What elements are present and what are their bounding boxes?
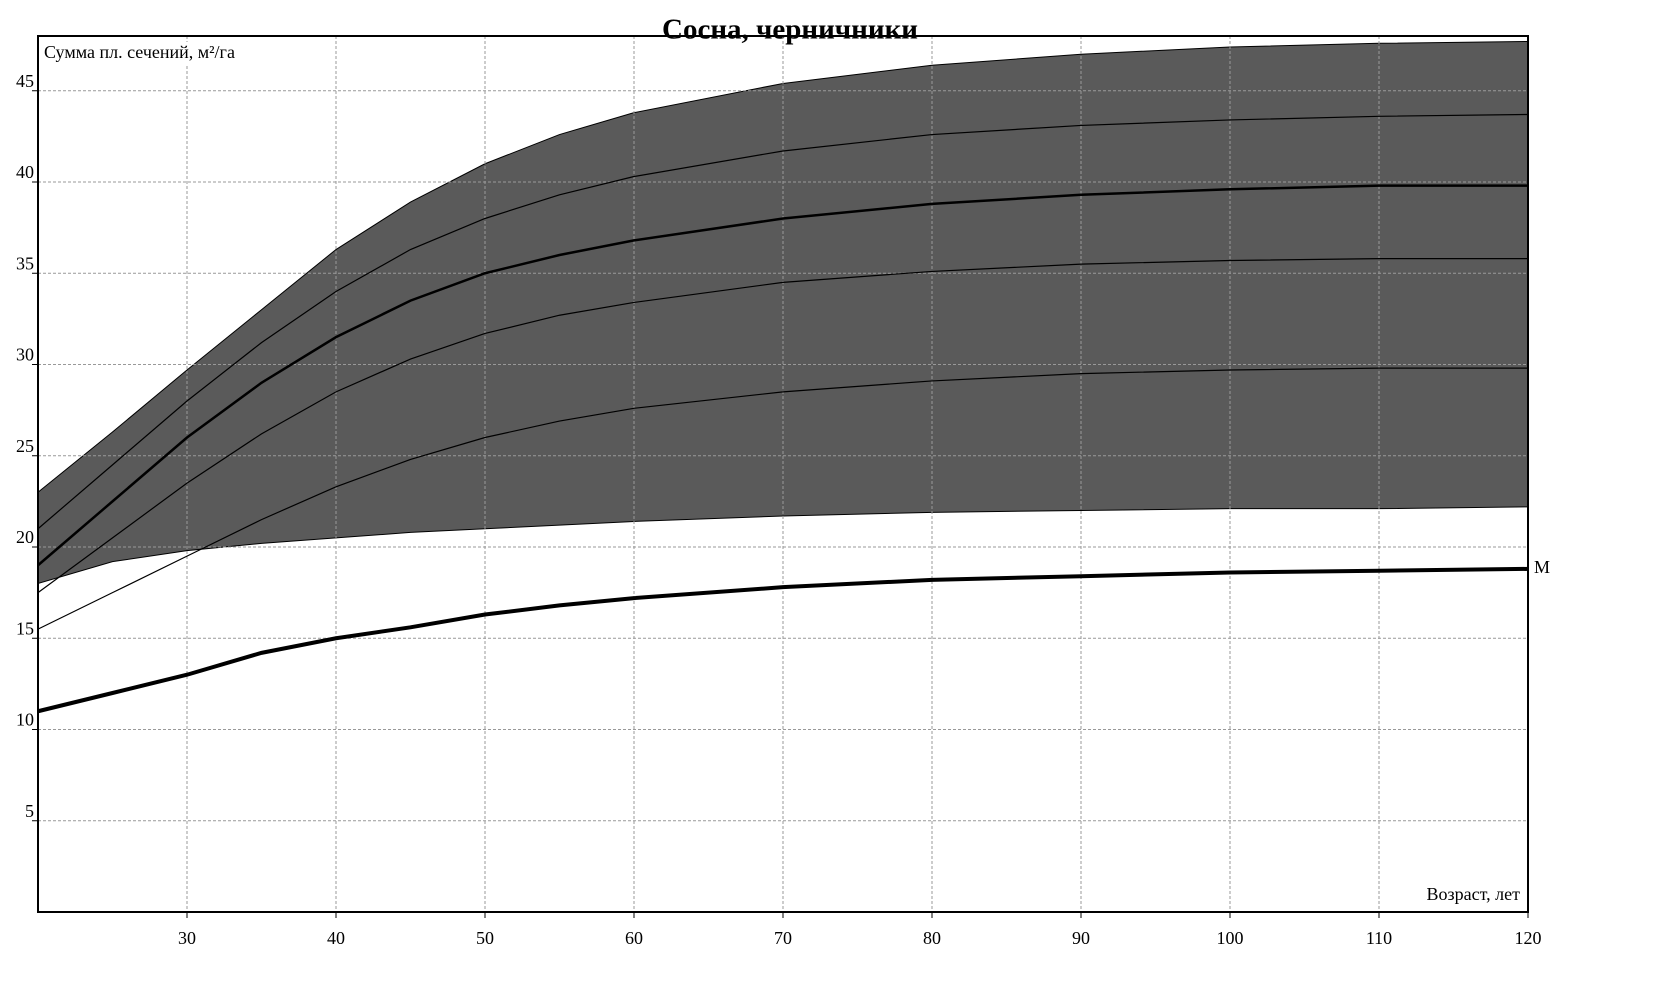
y-tick-label: 30 xyxy=(16,345,34,365)
y-tick-label: 35 xyxy=(16,253,34,273)
series-line xyxy=(37,113,1529,530)
x-tick-label: 90 xyxy=(1072,928,1090,948)
x-tick-label: 110 xyxy=(1366,928,1392,948)
x-tick-label: 80 xyxy=(923,928,941,948)
y-tick-label: 40 xyxy=(16,162,34,182)
x-tick-label: 30 xyxy=(178,928,196,948)
y-tick-label: 25 xyxy=(16,436,34,456)
y-axis-label: Сумма пл. сечений, м²/га xyxy=(44,42,235,62)
series-line xyxy=(37,258,1528,594)
x-tick-label: 70 xyxy=(774,928,792,948)
y-tick-label: 5 xyxy=(25,801,34,821)
series-line xyxy=(37,184,1528,567)
x-tick-label: 60 xyxy=(625,928,643,948)
x-tick-label: 40 xyxy=(327,928,345,948)
series-label: М xyxy=(1534,557,1550,577)
y-tick-label: 45 xyxy=(16,71,34,91)
y-tick-label: 20 xyxy=(16,527,34,547)
plot-frame xyxy=(37,35,1529,913)
chart-title: Сосна, черничники xyxy=(662,14,918,46)
y-tick-label: 10 xyxy=(16,710,34,730)
series-line xyxy=(37,566,1529,714)
x-tick-label: 120 xyxy=(1515,928,1542,948)
x-tick-label: 100 xyxy=(1217,928,1244,948)
x-axis-label: Возраст, лет xyxy=(1427,884,1521,904)
y-label-bg xyxy=(42,42,282,66)
y-tick-label: 15 xyxy=(16,618,34,638)
x-tick-label: 50 xyxy=(476,928,494,948)
series-line xyxy=(37,367,1528,630)
